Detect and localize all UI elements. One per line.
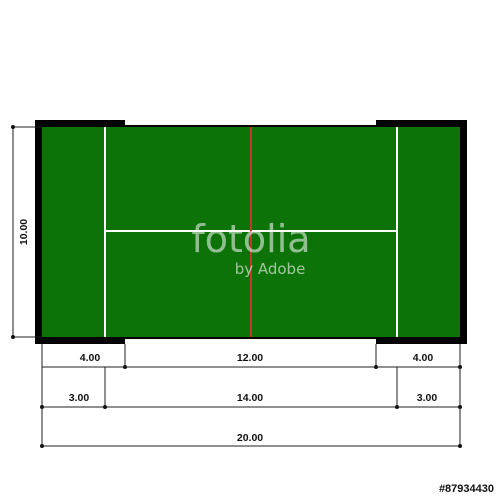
dim-middle-center: 14.00 — [237, 392, 263, 404]
dim-top-left: 4.00 — [80, 352, 101, 364]
bottom-left-wall — [35, 337, 125, 344]
dim-top-center: 12.00 — [237, 352, 263, 364]
dim-middle-left: 3.00 — [69, 392, 90, 404]
dim-total: 20.00 — [237, 432, 263, 444]
stock-id: #87934430 — [439, 483, 494, 495]
dimension-row-top: 4.00 12.00 4.00 — [41, 344, 462, 369]
dim-middle-right: 3.00 — [417, 392, 438, 404]
court-walls — [35, 120, 467, 344]
height-label: 10.00 — [18, 219, 30, 245]
dim-top-right: 4.00 — [413, 352, 434, 364]
top-back-edge — [125, 125, 376, 127]
bottom-back-edge — [125, 337, 376, 339]
watermark-brand: fotolia — [191, 217, 310, 261]
top-left-wall — [35, 120, 125, 127]
left-wall — [35, 120, 42, 344]
watermark-sub: by Adobe — [235, 260, 306, 278]
right-wall — [460, 120, 467, 344]
height-dimension: 10.00 — [11, 125, 40, 339]
bottom-right-wall — [376, 337, 467, 344]
top-right-wall — [376, 120, 467, 127]
dimension-row-middle: 3.00 14.00 3.00 — [40, 367, 462, 409]
dimension-row-total: 20.00 — [40, 407, 462, 448]
